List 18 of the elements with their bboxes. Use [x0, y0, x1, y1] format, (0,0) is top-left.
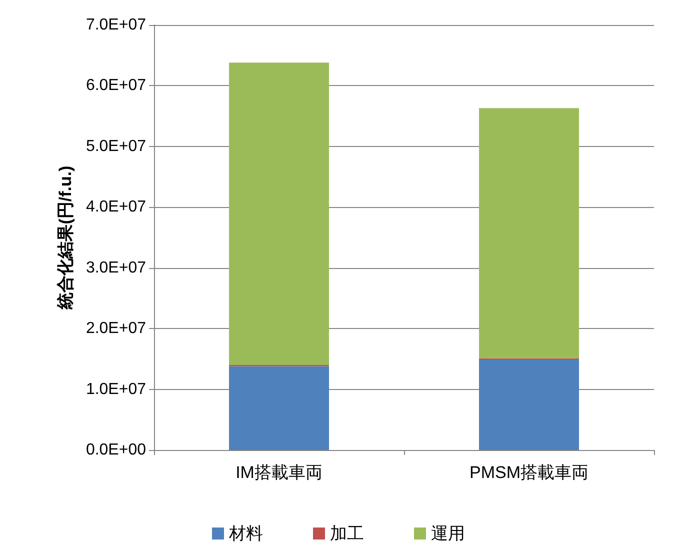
x-tick-label: PMSM搭載車両 — [470, 463, 588, 482]
y-tick-label: 3.0E+07 — [86, 259, 146, 276]
y-axis-title: 統合化結果(円/f.u.) — [56, 166, 75, 310]
y-tick-label: 5.0E+07 — [86, 138, 146, 155]
y-tick-label: 0.0E+00 — [86, 442, 146, 458]
y-tick-label: 2.0E+07 — [86, 320, 146, 338]
y-tick-label: 1.0E+07 — [86, 380, 146, 398]
bar — [479, 360, 579, 450]
legend-label: 運用 — [431, 524, 465, 543]
legend-label: 加工 — [330, 524, 364, 543]
y-tick-label: 4.0E+07 — [86, 198, 146, 216]
bar — [229, 366, 329, 450]
legend-label: 材料 — [228, 524, 263, 543]
bar — [229, 62, 329, 365]
y-tick-label: 7.0E+07 — [86, 16, 146, 34]
bar — [479, 108, 579, 358]
y-tick-label: 6.0E+07 — [86, 77, 146, 94]
x-tick-label: IM搭載車両 — [236, 463, 322, 482]
